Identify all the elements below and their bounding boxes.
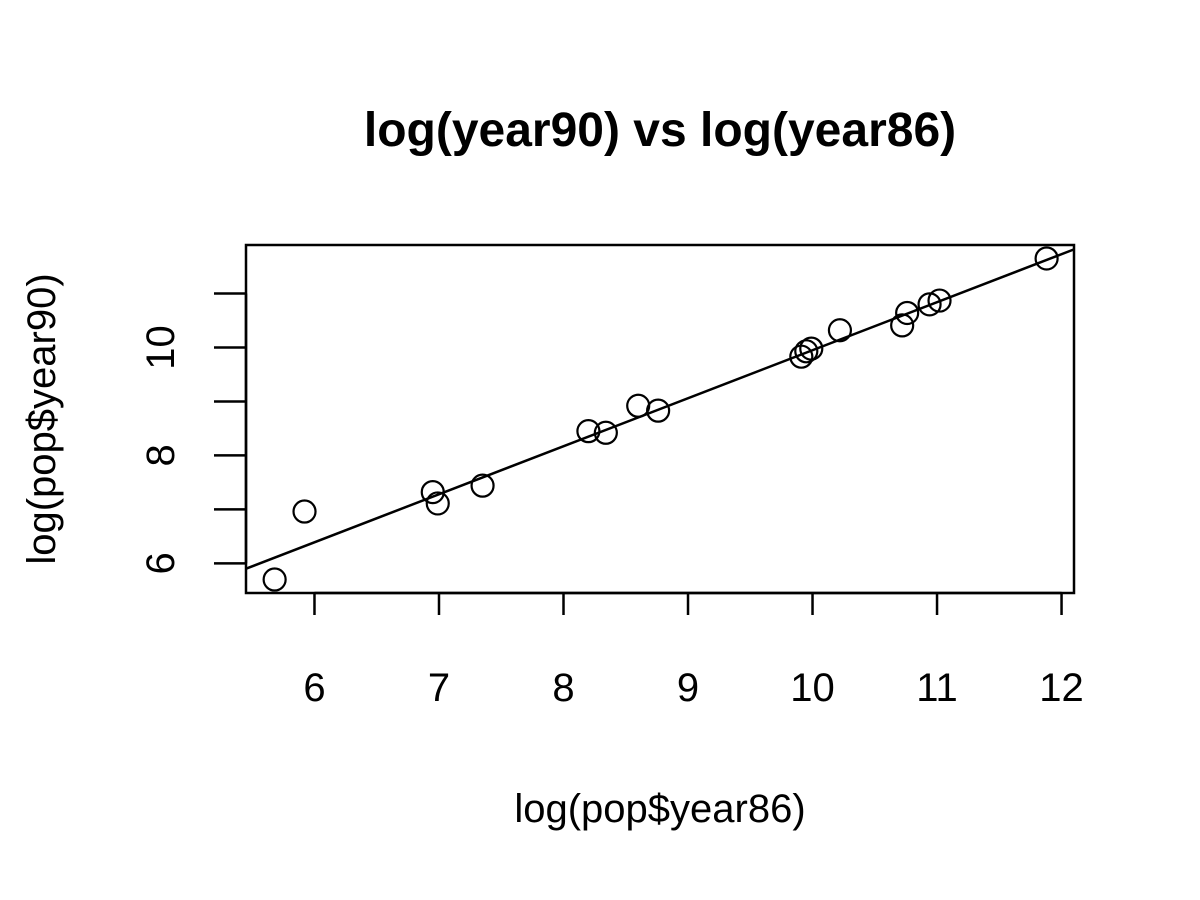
data-point bbox=[262, 567, 287, 592]
data-point bbox=[917, 292, 942, 317]
data-point bbox=[425, 491, 450, 516]
x-axis-label: log(pop$year86) bbox=[514, 787, 805, 831]
x-tick-label: 8 bbox=[552, 666, 574, 710]
x-tick-label: 7 bbox=[428, 666, 450, 710]
x-tick-label: 9 bbox=[677, 666, 699, 710]
x-tick-label: 12 bbox=[1039, 666, 1084, 710]
data-point bbox=[827, 318, 853, 343]
data-point bbox=[927, 288, 952, 313]
data-point bbox=[470, 473, 495, 498]
y-tick-label: 10 bbox=[139, 325, 183, 370]
data-point bbox=[794, 339, 819, 364]
data-point bbox=[799, 336, 824, 361]
y-tick-label: 6 bbox=[139, 552, 183, 574]
data-point bbox=[890, 313, 915, 338]
data-point bbox=[895, 300, 920, 326]
data-point bbox=[292, 499, 317, 524]
x-tick-label: 11 bbox=[916, 666, 958, 710]
y-axis: 6 8 10 bbox=[139, 292, 248, 574]
y-tick-label: 8 bbox=[139, 444, 183, 466]
data-point bbox=[576, 419, 601, 444]
fit-line-layer bbox=[245, 248, 1075, 570]
data-point bbox=[626, 393, 651, 418]
x-tick-label: 6 bbox=[303, 666, 325, 710]
x-axis: 6 7 8 9 10 11 12 bbox=[303, 591, 1084, 710]
x-tick-label: 10 bbox=[790, 666, 835, 710]
data-point bbox=[1034, 246, 1059, 271]
data-point bbox=[420, 480, 445, 505]
y-axis-label: log(pop$year90) bbox=[20, 273, 64, 564]
chart-title: log(year90) vs log(year86) bbox=[364, 104, 956, 157]
data-points bbox=[262, 246, 1059, 592]
data-point bbox=[593, 420, 618, 445]
data-point bbox=[646, 398, 671, 423]
regression-line bbox=[245, 248, 1075, 570]
